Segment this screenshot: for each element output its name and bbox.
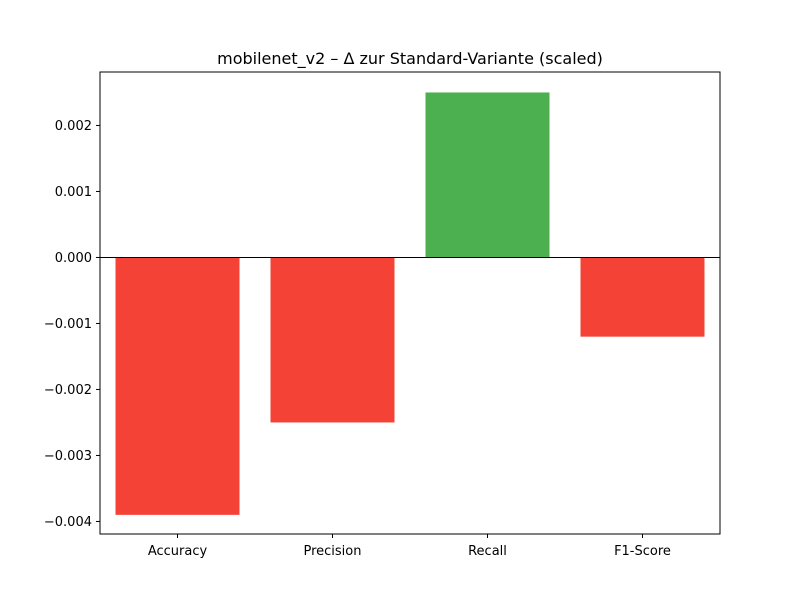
y-tick-label: −0.003	[44, 449, 92, 464]
bar-precision	[270, 257, 395, 423]
x-tick-label: Precision	[303, 544, 361, 559]
chart-title: mobilenet_v2 – Δ zur Standard-Variante (…	[217, 49, 603, 69]
x-tick-label: F1-Score	[614, 544, 671, 559]
y-tick-label: 0.002	[55, 119, 92, 134]
x-axis: Accuracy Precision Recall F1-Score	[148, 534, 671, 559]
y-tick-label: −0.004	[44, 515, 92, 530]
y-tick-label: −0.002	[44, 383, 92, 398]
y-axis: 0.002 0.001 0.000 −0.001 −0.002 −0.003 −0.004	[44, 119, 100, 530]
bar-f1-score	[580, 257, 705, 337]
bar-recall	[425, 92, 550, 258]
bars-group	[115, 92, 705, 515]
y-tick-label: 0.000	[55, 251, 92, 266]
x-tick-label: Recall	[468, 544, 507, 559]
x-tick-label: Accuracy	[148, 544, 208, 559]
y-tick-label: 0.001	[55, 185, 92, 200]
y-tick-label: −0.001	[44, 317, 92, 332]
bar-accuracy	[115, 257, 240, 515]
plot-frame	[99, 71, 721, 535]
